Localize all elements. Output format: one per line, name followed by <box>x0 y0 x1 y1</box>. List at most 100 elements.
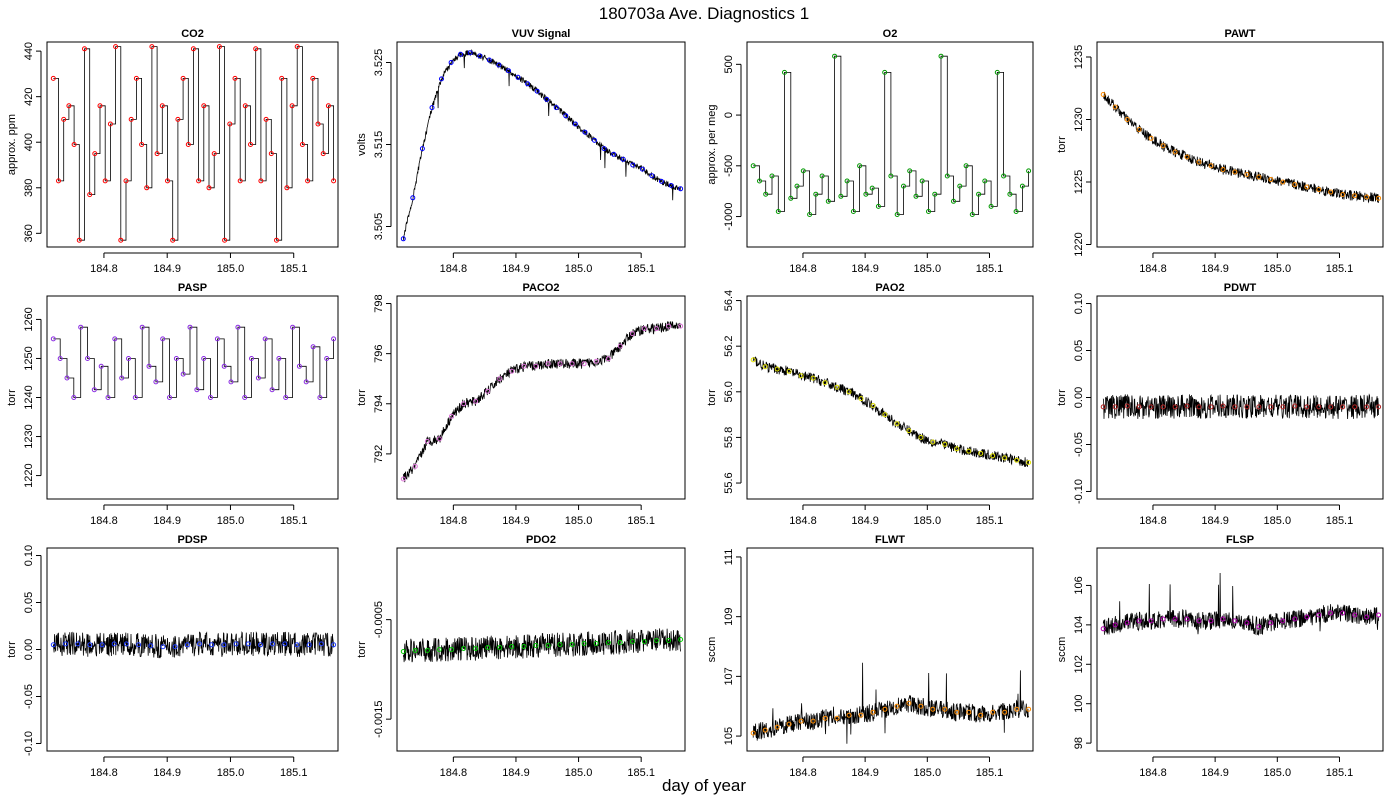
panel-grid: CO2 184.8 184.9 185.0 185.1 360 380 400 420 440 ap… <box>6 28 1384 779</box>
data-point-co2 <box>206 185 212 191</box>
plot-frame-pdwt <box>1096 295 1384 500</box>
data-line-pdo2 <box>402 628 681 663</box>
x-tick-label-pdwt: 185.0 <box>1264 515 1292 527</box>
data-point-paco2 <box>557 361 563 367</box>
y-tick-label-flwt: 111 <box>723 549 735 566</box>
data-point-pdo2 <box>449 647 454 652</box>
x-tick-label-pdsp: 184.8 <box>90 767 118 779</box>
data-point-pasp <box>276 356 282 361</box>
x-tick-label-flsp: 184.8 <box>1139 767 1167 779</box>
data-point-pasp <box>132 395 138 400</box>
data-point-vuv-signal <box>611 151 617 157</box>
data-point-o2 <box>838 193 844 199</box>
data-point-co2 <box>66 103 72 109</box>
data-point-pdo2 <box>641 639 647 644</box>
y-tick-label-co2: 400 <box>23 133 35 151</box>
data-point-pasp <box>221 363 227 369</box>
data-point-flwt <box>810 718 816 724</box>
x-tick-label-pao2: 185.1 <box>976 515 1004 527</box>
data-point-pasp <box>126 356 131 361</box>
data-point-o2 <box>788 195 794 201</box>
data-point-pasp <box>153 379 159 385</box>
data-point-pdsp <box>209 642 215 648</box>
data-point-pdsp <box>270 641 276 647</box>
data-point-pdo2 <box>533 643 539 648</box>
y-tick-label-o2: 500 <box>723 55 735 73</box>
data-point-flwt <box>1026 706 1032 712</box>
data-point-flsp <box>1256 624 1262 630</box>
data-line-co2 <box>53 46 335 241</box>
data-point-o2 <box>901 183 906 189</box>
data-point-co2 <box>118 237 124 243</box>
data-point-co2 <box>82 46 87 52</box>
data-point-pasp <box>187 324 193 330</box>
data-point-o2 <box>963 163 969 169</box>
data-point-o2 <box>863 191 869 197</box>
data-point-co2 <box>232 75 238 81</box>
data-point-o2 <box>819 173 825 179</box>
y-axis-label-pdsp: torr <box>6 641 18 658</box>
data-point-co2 <box>274 237 279 243</box>
x-tick-label-pdo2: 184.8 <box>440 767 468 779</box>
y-tick-label-pdwt: 0.00 <box>1073 387 1085 408</box>
y-tick-label-o2: -1000 <box>723 202 735 230</box>
y-tick-label-pawt: 1235 <box>1073 45 1085 69</box>
data-point-flwt <box>846 712 852 718</box>
panel-pawt: PAWT 184.8 184.9 185.0 185.1 1220 1225 1230 1235… <box>1056 28 1384 275</box>
data-point-pao2 <box>906 428 912 434</box>
data-point-pdwt <box>1124 403 1130 409</box>
data-point-pdwt <box>1244 404 1250 410</box>
x-tick-label-flwt: 185.1 <box>976 767 1004 779</box>
data-point-o2 <box>782 69 787 75</box>
data-point-flsp <box>1100 626 1106 632</box>
data-point-flwt <box>966 709 972 715</box>
y-axis-label-pasp: torr <box>6 389 18 406</box>
data-point-o2 <box>1026 168 1032 174</box>
data-point-pdo2 <box>605 640 611 645</box>
data-point-pdwt <box>1112 404 1118 410</box>
x-tick-label-pdo2: 185.0 <box>565 767 593 779</box>
x-tick-label-pao2: 184.8 <box>789 515 817 527</box>
data-point-paco2 <box>473 398 479 404</box>
data-point-vuv-signal <box>400 236 406 242</box>
plot-frame-flsp <box>1096 547 1384 752</box>
data-point-pdo2 <box>497 645 503 650</box>
data-point-pasp <box>242 395 248 400</box>
data-point-vuv-signal <box>620 156 626 162</box>
data-point-o2 <box>769 173 775 179</box>
data-point-vuv-signal <box>458 51 464 57</box>
data-point-pasp <box>317 395 323 400</box>
data-point-paco2 <box>436 436 442 442</box>
data-point-co2 <box>56 178 61 184</box>
data-point-o2 <box>825 198 831 204</box>
data-point-pawt <box>1136 127 1142 132</box>
data-point-o2 <box>844 178 850 184</box>
data-point-pdo2 <box>666 638 672 643</box>
data-point-vuv-signal <box>563 113 569 119</box>
panel-paco2: PACO2 184.8 184.9 185.0 185.1 792 794 796 798 tor… <box>356 282 686 527</box>
panel-pdwt: PDWT 184.8 184.9 185.0 185.1 -0.10 -0.05 0.00 0.… <box>1056 282 1384 527</box>
data-point-pdsp <box>148 643 154 649</box>
data-point-co2 <box>299 142 305 147</box>
x-tick-label-pasp: 185.0 <box>217 515 245 527</box>
x-tick-label-paco2: 184.9 <box>502 515 530 527</box>
y-tick-label-pdwt: 0.05 <box>1073 340 1085 361</box>
data-point-co2 <box>190 46 196 52</box>
y-tick-label-pdsp: 0.10 <box>23 545 35 566</box>
data-point-pdo2 <box>581 641 587 646</box>
y-tick-label-co2: 440 <box>23 42 35 60</box>
y-axis-label-pawt: torr <box>1056 136 1068 153</box>
x-tick-label-flsp: 185.1 <box>1326 767 1354 779</box>
data-point-vuv-signal <box>659 178 664 184</box>
y-tick-label-pasp: 1250 <box>23 346 35 370</box>
data-point-vuv-signal <box>506 68 511 74</box>
data-point-co2 <box>320 151 326 157</box>
data-point-vuv-signal <box>467 50 473 56</box>
data-point-pdwt <box>1256 404 1262 410</box>
panel-title-pao2: PAO2 <box>875 282 904 294</box>
data-point-co2 <box>123 178 129 184</box>
data-point-pawt <box>1124 117 1130 122</box>
data-point-o2 <box>1001 173 1007 179</box>
data-point-flwt <box>870 709 876 715</box>
